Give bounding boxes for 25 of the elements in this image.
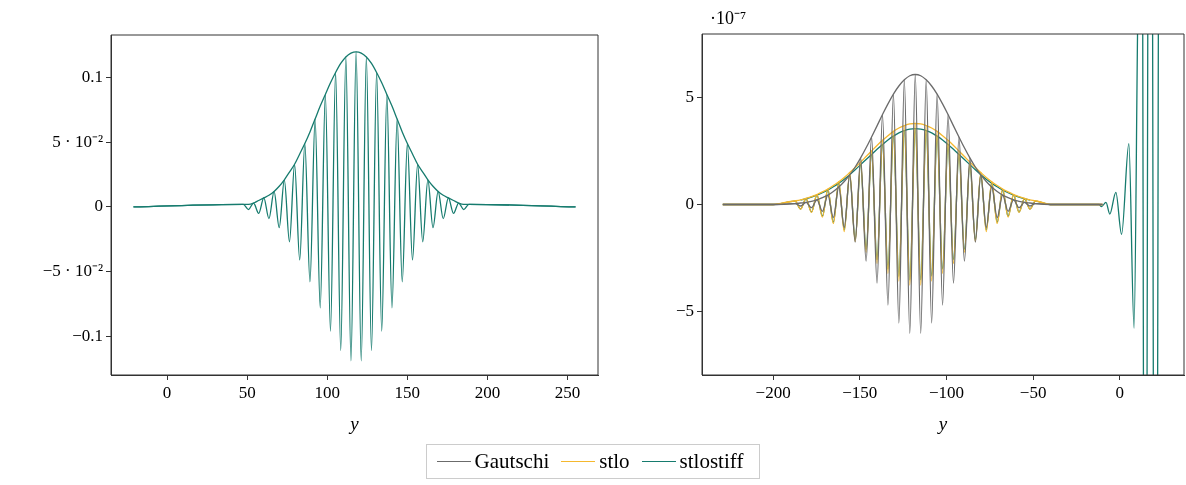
- y-tick-label: −0.1: [72, 325, 103, 345]
- x-tick-label: −50: [1019, 382, 1047, 402]
- y-tick-label: 0.1: [81, 67, 103, 87]
- y-tick-label: 0: [94, 196, 103, 216]
- x-tick-label: 100: [314, 382, 341, 402]
- x-tick-label: −100: [928, 382, 965, 402]
- x-tick-label: 250: [554, 382, 581, 402]
- legend-label: stlostiff: [679, 449, 744, 474]
- legend-label: stlo: [599, 449, 630, 474]
- x-tick-label: 0: [162, 382, 172, 402]
- x-tick-label: −150: [842, 382, 878, 402]
- legend-label: Gautschi: [474, 449, 550, 474]
- y-tick-label: 5: [685, 87, 694, 107]
- y-tick-label: −5 · 10⁻²: [42, 261, 103, 281]
- y-tick-label: 0: [685, 193, 694, 213]
- y-tick-label: −5: [675, 300, 694, 320]
- y-tick-label: 5 · 10⁻²: [52, 131, 103, 151]
- x-tick-label: 150: [394, 382, 421, 402]
- x-axis-title: y: [936, 412, 948, 434]
- x-tick-label: −200: [755, 382, 791, 402]
- text: ·10⁻⁷: [710, 7, 747, 28]
- x-tick-label: 50: [238, 382, 256, 402]
- x-tick-label: 200: [474, 382, 501, 402]
- x-tick-label: 0: [1115, 382, 1125, 402]
- x-axis-title: y: [348, 412, 360, 434]
